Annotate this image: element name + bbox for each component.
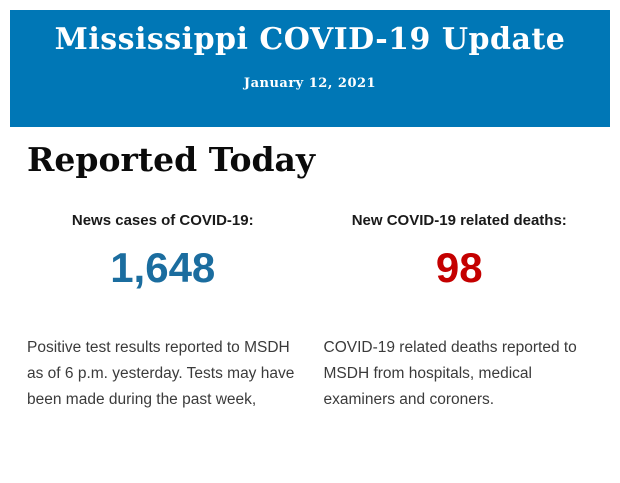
header-banner: Mississippi COVID-19 Update January 12, … xyxy=(10,10,610,127)
newsletter-title: Mississippi COVID-19 Update xyxy=(54,22,566,57)
newsletter-date: January 12, 2021 xyxy=(243,75,377,91)
cases-description: Positive test results reported to MSDH a… xyxy=(27,338,295,408)
cases-column: News cases of COVID-19: 1,648 Positive t… xyxy=(27,212,299,412)
deaths-column: New COVID-19 related deaths: 98 COVID-19… xyxy=(324,212,596,412)
cases-value: 1,648 xyxy=(110,243,216,291)
deaths-label: New COVID-19 related deaths: xyxy=(351,212,567,230)
stats-grid: News cases of COVID-19: 1,648 Positive t… xyxy=(0,212,620,412)
cases-label: News cases of COVID-19: xyxy=(71,212,254,230)
deaths-description: COVID-19 related deaths reported to MSDH… xyxy=(323,338,577,408)
section-heading: Reported Today xyxy=(27,140,316,179)
deaths-value: 98 xyxy=(435,243,483,291)
